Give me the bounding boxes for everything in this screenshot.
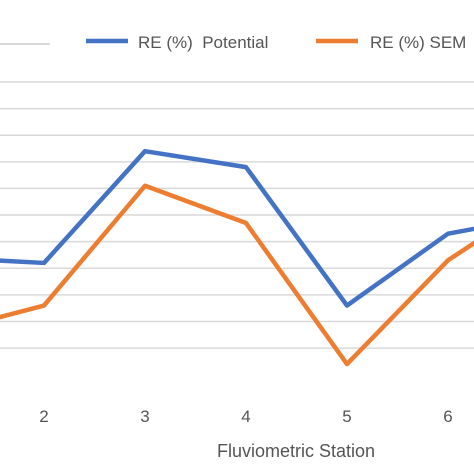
- x-tick-label: 5: [342, 407, 351, 426]
- series-line-0: [0, 148, 474, 308]
- legend: RE (%) Potential RE (%) SEM: [0, 33, 466, 52]
- x-tick-label: 3: [140, 407, 149, 426]
- gridlines: [0, 81, 474, 349]
- x-tick-label: 6: [443, 407, 452, 426]
- x-axis-title: Fluviometric Station: [217, 441, 375, 461]
- legend-label-potential: RE (%) Potential: [138, 33, 268, 52]
- x-tick-label: 4: [241, 407, 250, 426]
- series-lines: [0, 148, 474, 367]
- series-line-1: [0, 183, 474, 367]
- legend-label-sem: RE (%) SEM: [370, 33, 466, 52]
- x-tick-label: 2: [39, 407, 48, 426]
- x-tick-labels: 1234567: [39, 407, 452, 426]
